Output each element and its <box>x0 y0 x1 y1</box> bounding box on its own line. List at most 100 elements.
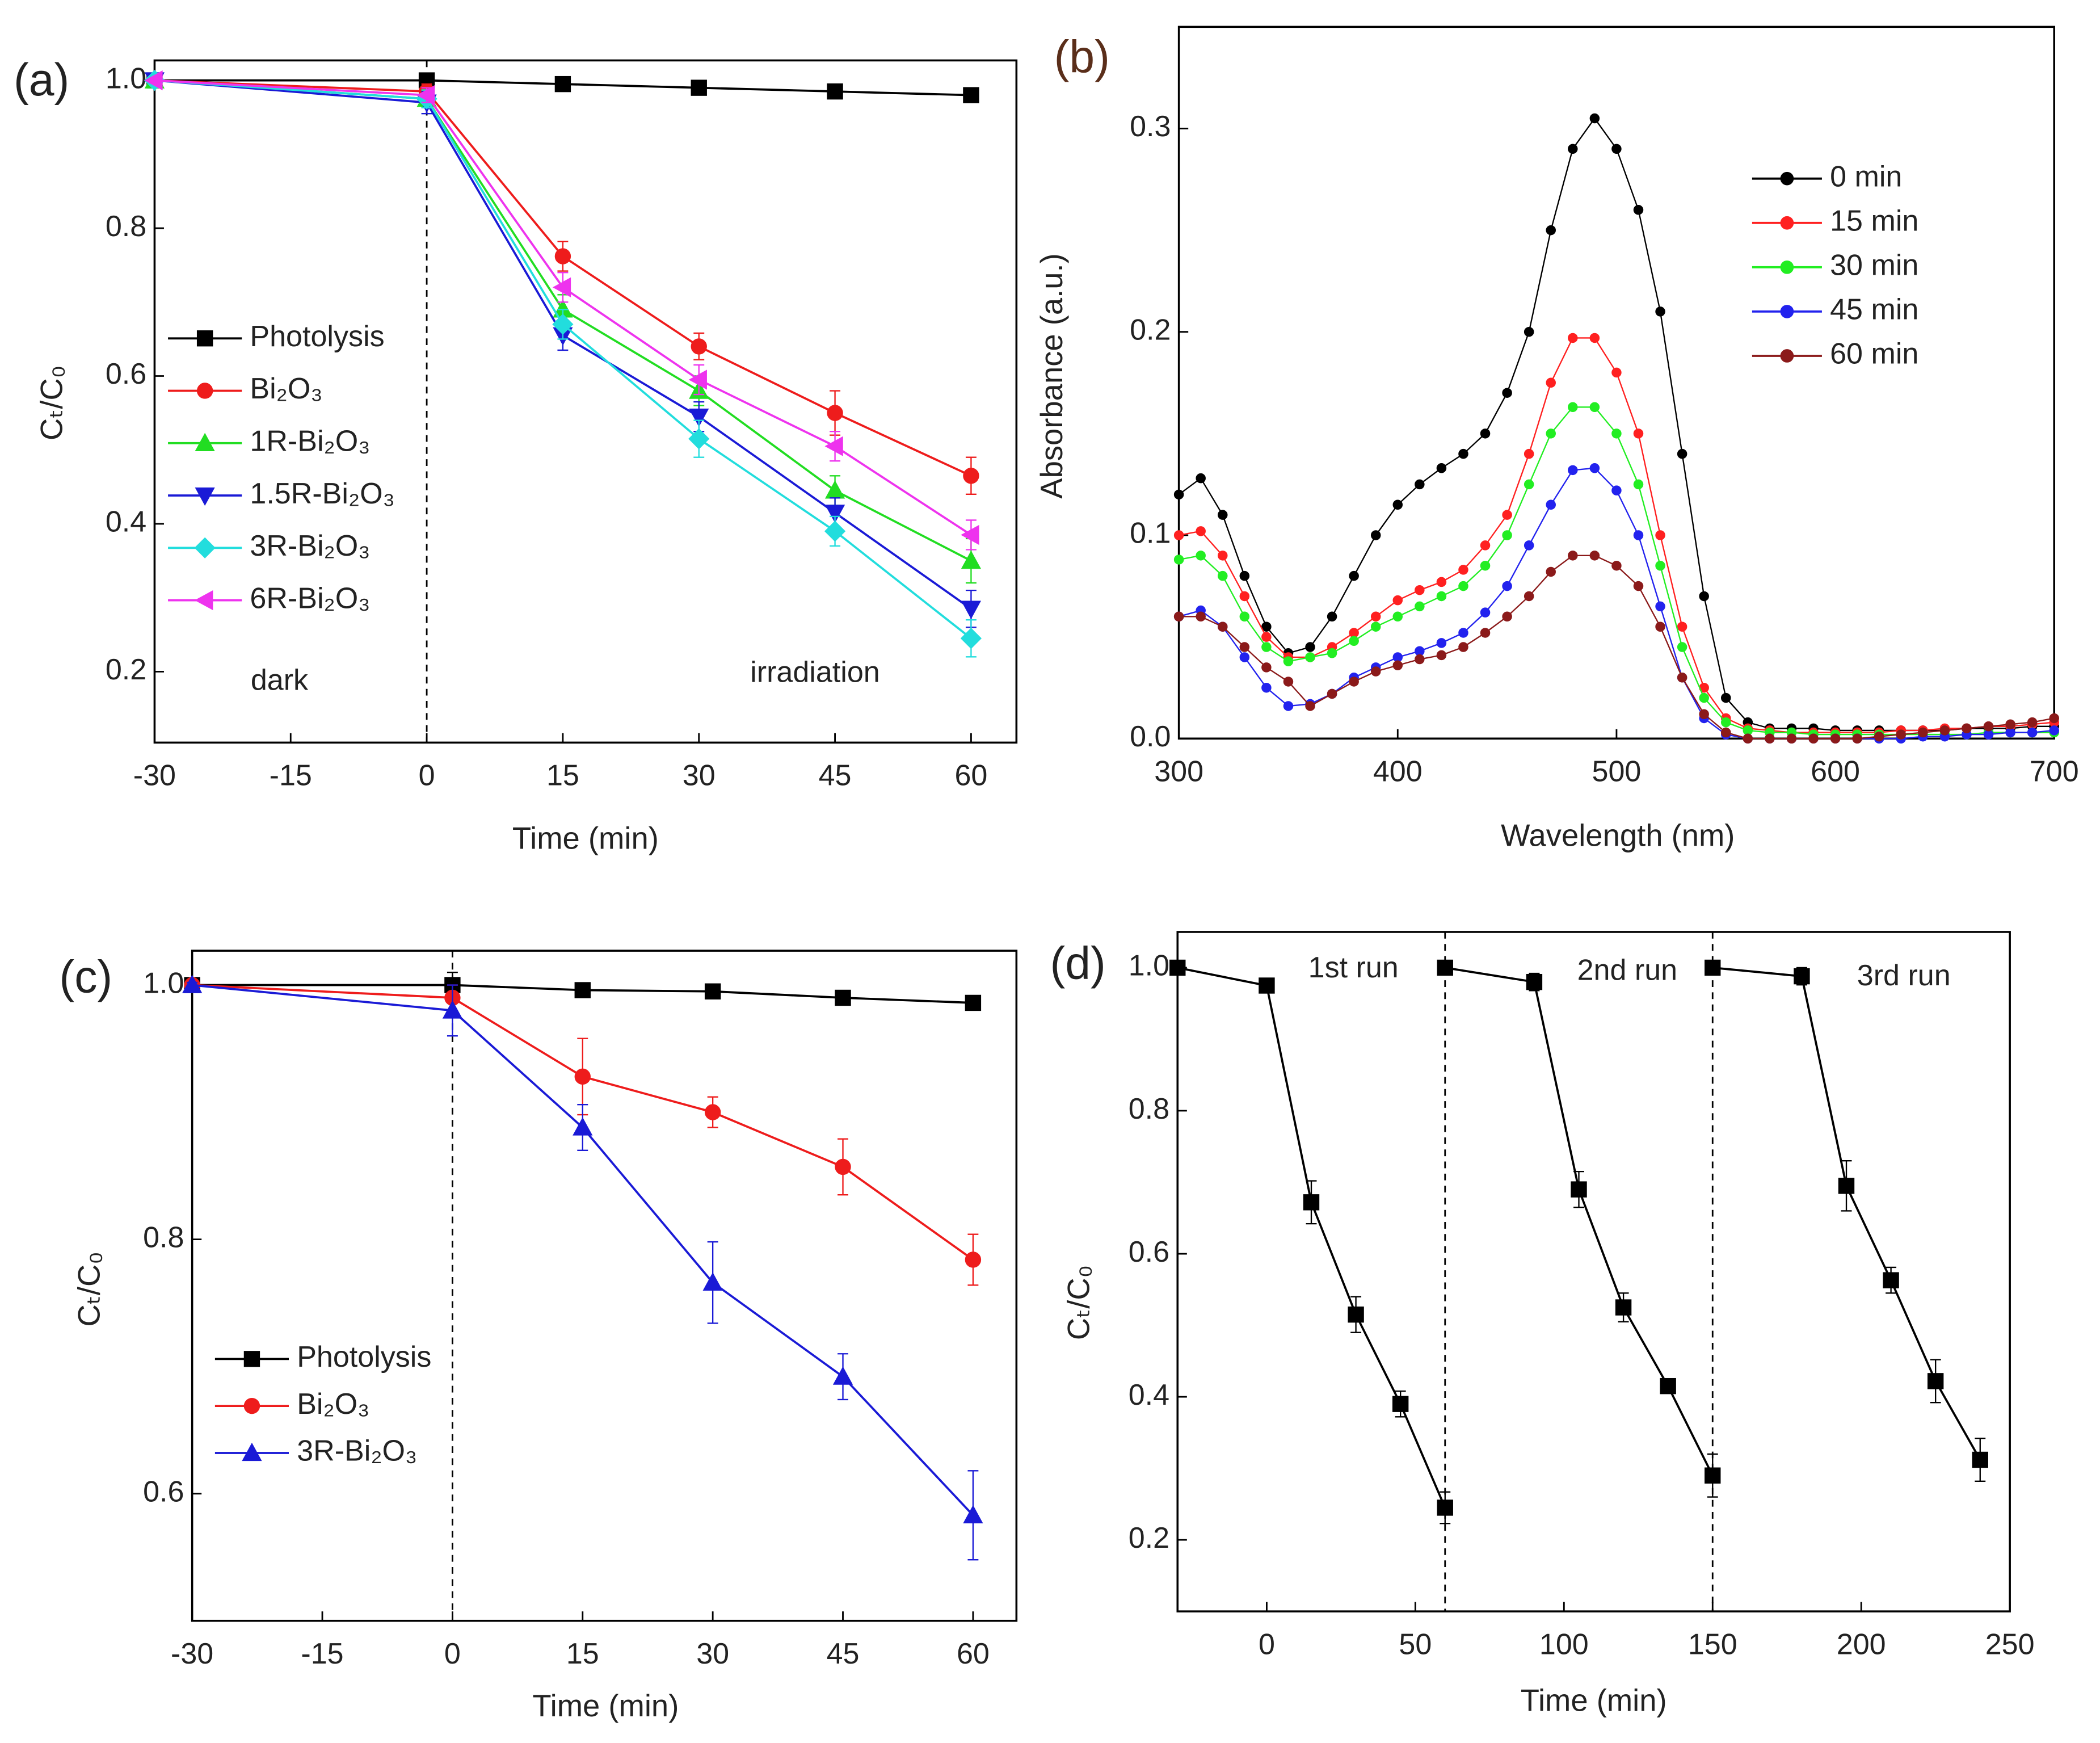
marker <box>1780 349 1794 363</box>
marker <box>1589 333 1600 343</box>
marker <box>1786 733 1797 744</box>
marker <box>1699 709 1709 720</box>
marker <box>1699 692 1709 703</box>
marker <box>242 1442 262 1461</box>
marker <box>1983 729 1994 740</box>
plot-frame <box>1177 26 2056 740</box>
marker <box>832 1366 853 1385</box>
marker <box>689 408 709 427</box>
marker <box>1437 1500 1453 1516</box>
marker <box>1568 402 1578 413</box>
marker <box>1218 551 1228 561</box>
series-line <box>1179 337 2055 733</box>
series-line <box>192 984 974 1261</box>
legend-label: 1R-Bi₂O₃ <box>250 425 370 458</box>
marker <box>1589 113 1600 124</box>
panel-label: (b) <box>1054 32 1110 83</box>
marker <box>1303 1194 1320 1211</box>
marker <box>1660 1377 1676 1395</box>
marker <box>1415 479 1425 490</box>
marker <box>1261 682 1272 693</box>
x-tick-label: 45 <box>827 1637 860 1670</box>
marker <box>1633 530 1644 540</box>
marker <box>243 1351 260 1367</box>
marker <box>1218 510 1228 520</box>
marker <box>1436 577 1447 587</box>
marker <box>1611 485 1622 495</box>
marker <box>1655 560 1665 571</box>
marker <box>1173 530 1184 540</box>
marker <box>552 277 571 297</box>
marker <box>1415 601 1425 612</box>
marker <box>1939 725 1950 736</box>
marker <box>1458 448 1468 459</box>
marker <box>824 520 846 542</box>
marker <box>1173 555 1184 565</box>
series-line <box>154 79 972 610</box>
marker <box>1524 326 1534 337</box>
marker <box>573 1117 593 1136</box>
marker <box>835 1158 851 1175</box>
marker <box>1526 973 1543 990</box>
marker <box>194 537 216 558</box>
marker <box>1615 1299 1632 1316</box>
legend-label: 45 min <box>1830 293 1918 326</box>
marker <box>1218 621 1228 632</box>
marker <box>961 524 979 545</box>
marker <box>1169 959 1186 976</box>
marker <box>1633 479 1644 490</box>
marker <box>1415 646 1425 656</box>
x-tick-label: -15 <box>270 759 312 792</box>
y-tick-label: 0.8 <box>143 1221 184 1254</box>
x-tick-label: 0 <box>444 1637 461 1670</box>
marker <box>1918 727 1928 738</box>
x-tick-label: 0 <box>1259 1628 1275 1661</box>
marker <box>1173 611 1184 622</box>
marker <box>1327 688 1337 699</box>
marker <box>963 468 979 484</box>
marker <box>691 338 707 355</box>
marker <box>1655 306 1665 317</box>
marker <box>1196 473 1206 484</box>
series-line <box>154 79 971 96</box>
marker <box>827 83 843 100</box>
marker <box>824 480 845 499</box>
marker <box>2049 713 2059 724</box>
x-tick-label: 200 <box>1837 1628 1886 1661</box>
marker <box>1972 1451 1988 1468</box>
marker <box>1239 652 1250 662</box>
x-axis-title: Time (min) <box>512 821 659 855</box>
marker <box>1571 1181 1587 1198</box>
marker <box>824 505 845 523</box>
marker <box>574 982 591 998</box>
marker <box>195 432 215 451</box>
marker <box>1611 429 1622 439</box>
marker <box>961 600 982 619</box>
marker <box>1927 1373 1944 1389</box>
marker <box>1458 642 1468 652</box>
plot-frame <box>153 59 1018 744</box>
marker <box>1436 463 1447 473</box>
y-tick-label: 0.2 <box>1129 1522 1169 1555</box>
panel-label: (a) <box>14 54 69 106</box>
x-tick-label: 0 <box>419 759 435 792</box>
y-tick-label: 0.6 <box>1129 1236 1169 1269</box>
x-tick-label: 100 <box>1539 1628 1589 1661</box>
marker <box>2005 719 2015 729</box>
marker <box>824 436 843 456</box>
marker <box>144 70 163 91</box>
marker <box>1502 611 1512 622</box>
marker <box>1721 717 1731 728</box>
marker <box>1392 1396 1409 1412</box>
marker <box>1611 144 1622 154</box>
x-axis-title: Wavelength (nm) <box>1501 818 1735 853</box>
series-line <box>1712 967 1981 1460</box>
y-axis-title: Cₜ/C₀ <box>34 366 69 440</box>
marker <box>1261 662 1272 673</box>
marker <box>1349 628 1359 638</box>
marker <box>196 330 213 347</box>
marker <box>1480 607 1491 618</box>
series-line <box>1179 406 2055 736</box>
x-tick-label: 300 <box>1154 755 1203 788</box>
